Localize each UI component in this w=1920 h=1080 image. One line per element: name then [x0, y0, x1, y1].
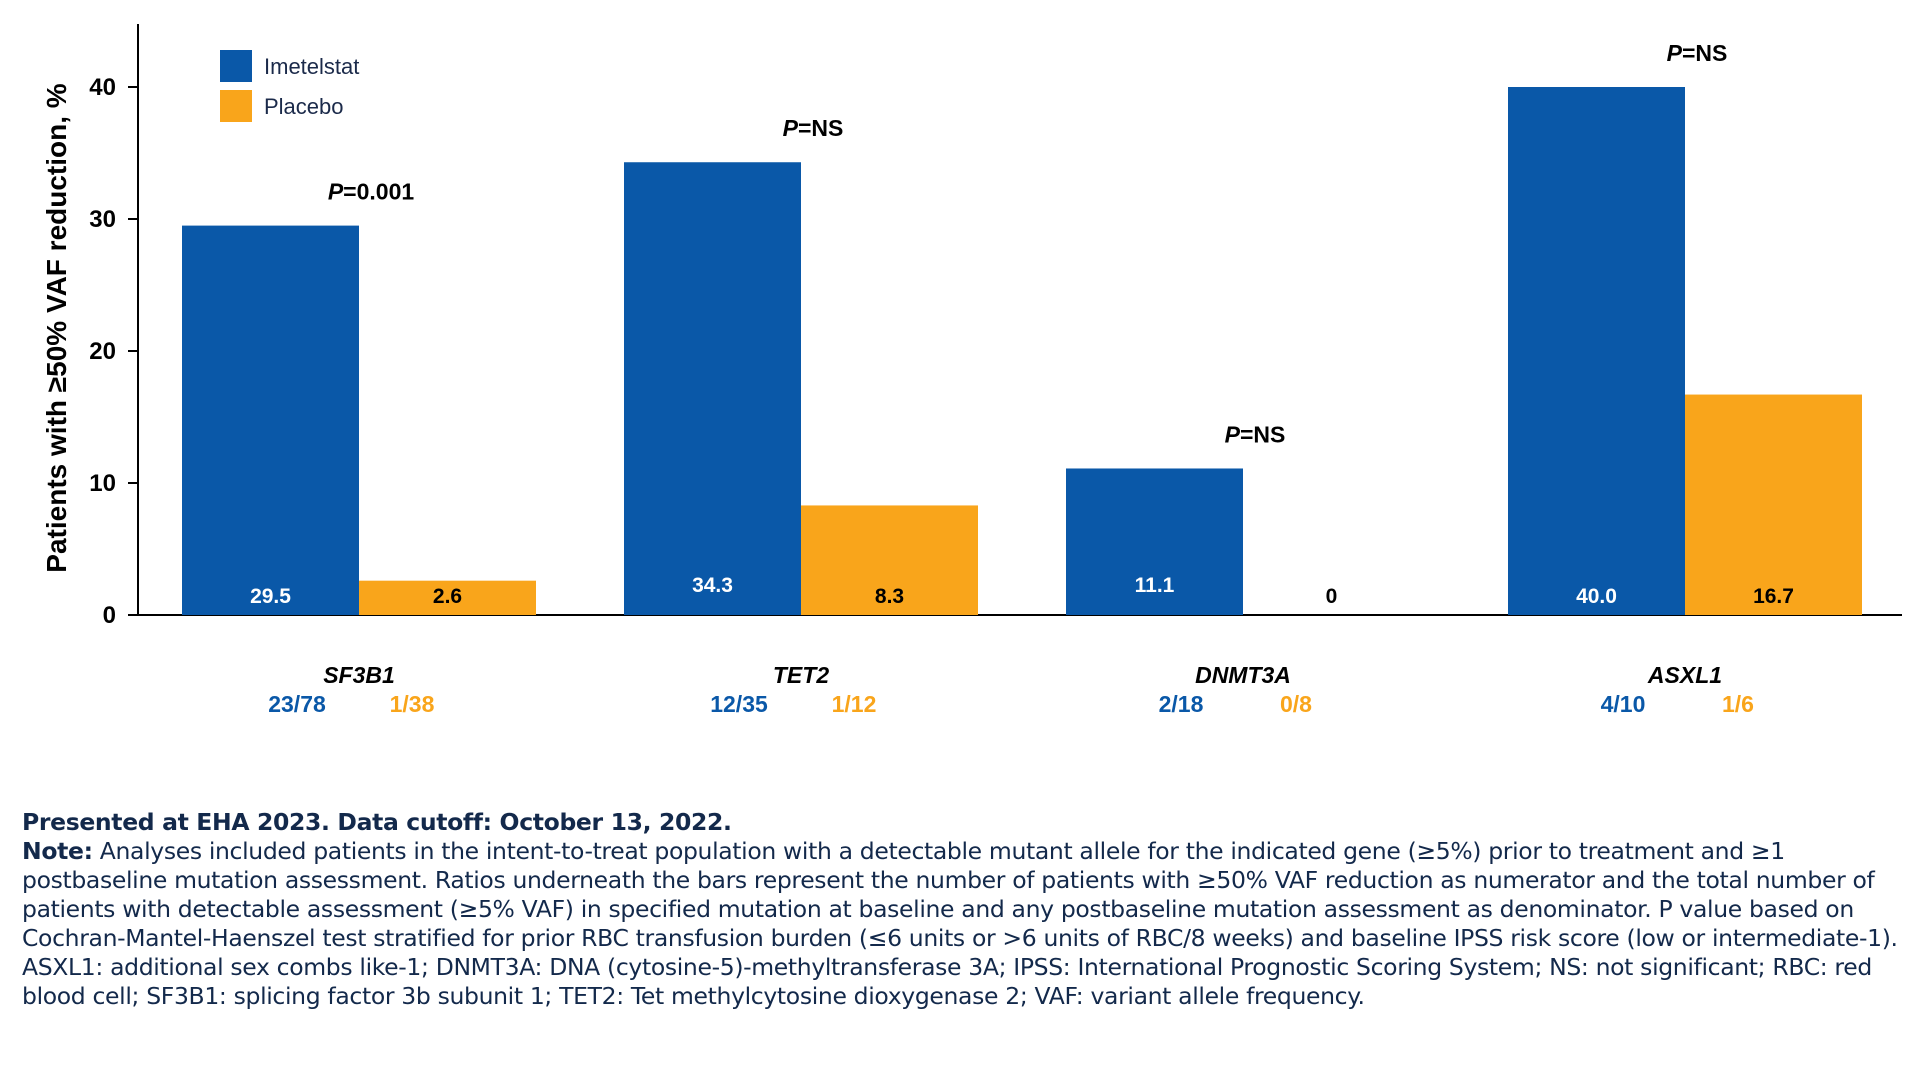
p-value-label: P=NS [1667, 40, 1728, 66]
presented-line: Presented at EHA 2023. Data cutoff: Octo… [22, 808, 732, 836]
ratio-imetelstat: 2/18 [1159, 691, 1204, 717]
legend-label-placebo: Placebo [264, 94, 344, 119]
ratio-imetelstat: 12/35 [710, 691, 768, 717]
legend-swatch-placebo [220, 90, 252, 122]
bar-value-label: 40.0 [1576, 585, 1617, 608]
y-tick-label: 20 [89, 338, 116, 365]
y-tick-label: 30 [89, 206, 116, 233]
bar-imetelstat [1066, 468, 1243, 615]
ratio-imetelstat: 23/78 [268, 691, 326, 717]
y-tick-label: 10 [89, 470, 116, 497]
abbreviations: ASXL1: additional sex combs like-1; DNMT… [22, 953, 1872, 1010]
bar-value-label: 16.7 [1753, 585, 1794, 608]
note-paragraph: Note: Analyses included patients in the … [22, 837, 1902, 953]
bar-imetelstat [624, 162, 801, 616]
legend-swatch-imetelstat [220, 50, 252, 82]
bar-value-label: 8.3 [875, 585, 904, 608]
bar-imetelstat [1508, 87, 1685, 615]
ratio-placebo: 1/38 [390, 691, 435, 717]
ratio-placebo: 1/6 [1722, 691, 1754, 717]
p-value-label: P=0.001 [328, 179, 415, 205]
bar-placebo [801, 505, 978, 615]
p-value-label: P=NS [783, 115, 844, 141]
category-label: SF3B1 [323, 662, 395, 688]
category-label: ASXL1 [1647, 662, 1722, 688]
bar-imetelstat [182, 225, 359, 615]
category-label: DNMT3A [1195, 662, 1291, 688]
footnotes: Presented at EHA 2023. Data cutoff: Octo… [22, 808, 1902, 1011]
ratio-placebo: 0/8 [1280, 691, 1312, 717]
bar-value-label: 2.6 [433, 585, 462, 608]
bar-value-label: 29.5 [250, 585, 291, 608]
y-axis-title: Patients with ≥50% VAF reduction, % [41, 83, 72, 572]
bar-value-label: 0 [1326, 585, 1338, 608]
note-label: Note: [22, 837, 93, 865]
y-tick-label: 0 [103, 602, 116, 629]
bar-value-label: 11.1 [1135, 574, 1175, 597]
note-text: Analyses included patients in the intent… [22, 837, 1898, 952]
legend-label-imetelstat: Imetelstat [264, 54, 359, 79]
y-tick-label: 40 [89, 74, 116, 101]
category-label: TET2 [773, 662, 829, 688]
bar-placebo [1685, 394, 1862, 615]
ratio-placebo: 1/12 [832, 691, 877, 717]
bar-chart: 0 10 20 30 40 Patients with ≥50% VAF reductio… [41, 24, 1902, 717]
p-value-label: P=NS [1225, 421, 1286, 447]
bar-placebo [359, 580, 536, 615]
ratio-imetelstat: 4/10 [1601, 691, 1646, 717]
bar-value-label: 34.3 [692, 574, 733, 597]
